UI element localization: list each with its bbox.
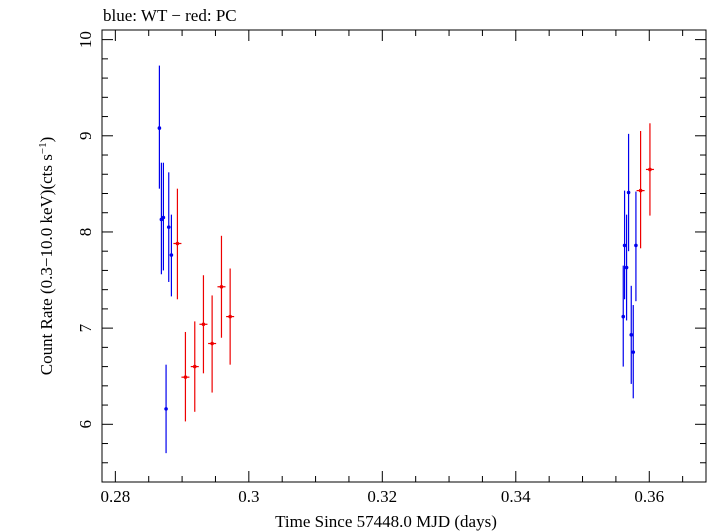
data-point [629, 285, 634, 384]
data-point [169, 214, 174, 297]
plot-frame [101, 29, 707, 483]
data-point [173, 188, 182, 300]
x-tick-label: 0.32 [367, 487, 397, 506]
x-axis-label: Time Since 57448.0 MJD (days) [275, 512, 497, 531]
data-point [190, 321, 199, 412]
point-marker [622, 243, 627, 248]
data-points [157, 65, 654, 454]
y-axis-label: Count Rate (0.3−10.0 keV)(cts s−1) [37, 137, 56, 376]
data-point [164, 364, 168, 454]
point-marker [175, 241, 180, 246]
y-axis-label-exponent: −1 [37, 142, 49, 154]
point-marker [631, 350, 636, 354]
data-point [626, 133, 631, 252]
data-point [226, 268, 235, 365]
y-tick-label: 8 [76, 228, 95, 237]
x-tick-labels: 0.28 0.3 0.32 0.34 0.36 [100, 487, 664, 506]
y-tick-label: 7 [76, 323, 95, 332]
chart-title: blue: WT − red: PC [103, 6, 237, 25]
point-marker [192, 364, 197, 369]
point-marker [157, 126, 162, 130]
point-marker [210, 341, 214, 346]
data-point [208, 295, 217, 393]
point-marker [228, 314, 232, 319]
x-tick-label: 0.34 [501, 487, 531, 506]
data-point [624, 214, 629, 321]
x-tick-label: 0.28 [100, 487, 130, 506]
data-point [622, 190, 627, 300]
point-marker [161, 215, 166, 220]
data-point [634, 191, 638, 302]
point-marker [634, 243, 638, 248]
data-point [199, 275, 208, 374]
data-point [181, 331, 190, 422]
point-marker [219, 284, 224, 289]
point-marker [621, 314, 626, 319]
point-marker [164, 407, 168, 411]
data-point [161, 162, 166, 271]
point-marker [169, 253, 174, 257]
point-marker [201, 322, 206, 327]
series-blue [157, 65, 638, 454]
point-marker [629, 333, 634, 337]
data-point [621, 265, 626, 367]
data-point [166, 172, 171, 282]
data-point [217, 235, 226, 338]
y-tick-label: 6 [76, 420, 95, 429]
y-tick-labels: 6 7 8 9 10 [76, 31, 95, 428]
data-point [636, 130, 645, 249]
y-tick-label: 9 [76, 132, 95, 141]
data-point [631, 305, 636, 399]
point-marker [638, 188, 643, 193]
point-marker [626, 190, 631, 195]
point-marker [166, 225, 171, 229]
x-tick-label: 0.36 [634, 487, 664, 506]
series-red [173, 123, 654, 422]
y-axis-label-main: Count Rate (0.3−10.0 keV)(cts s [37, 154, 56, 375]
data-point [157, 65, 162, 189]
x-tick-label: 0.3 [238, 487, 259, 506]
y-tick-label: 10 [76, 31, 95, 48]
axis-ticks [102, 30, 706, 483]
point-marker [624, 265, 629, 270]
point-marker [648, 167, 652, 172]
point-marker [183, 375, 188, 379]
data-point [645, 123, 654, 216]
y-axis-label-close: ) [37, 137, 56, 143]
